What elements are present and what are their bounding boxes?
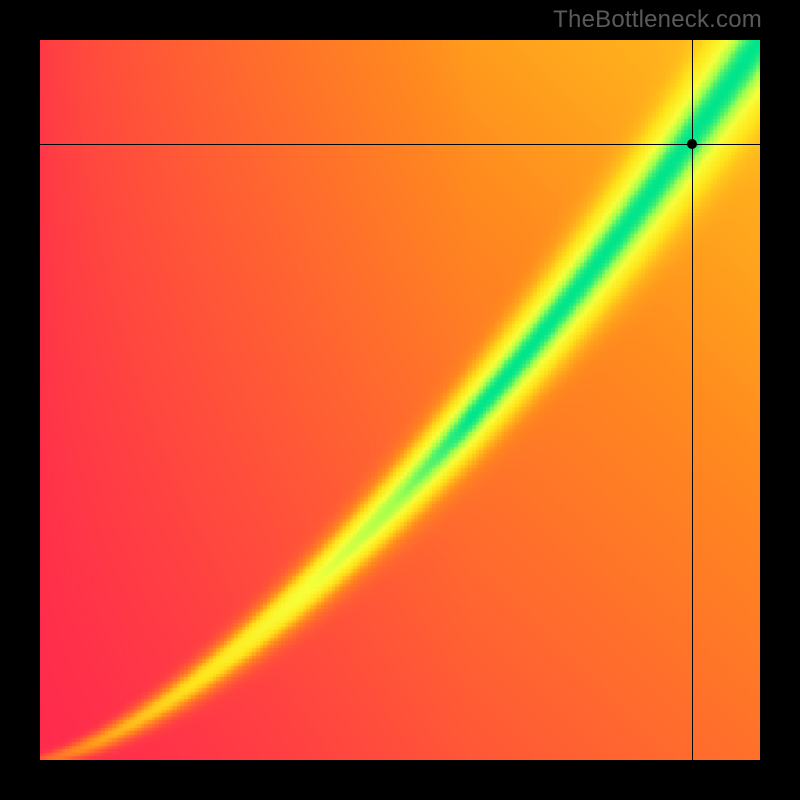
heatmap-plot-area [40, 40, 760, 760]
crosshair-horizontal [40, 144, 760, 145]
crosshair-marker [687, 139, 697, 149]
heatmap-canvas [40, 40, 760, 760]
watermark-text: TheBottleneck.com [553, 6, 762, 34]
